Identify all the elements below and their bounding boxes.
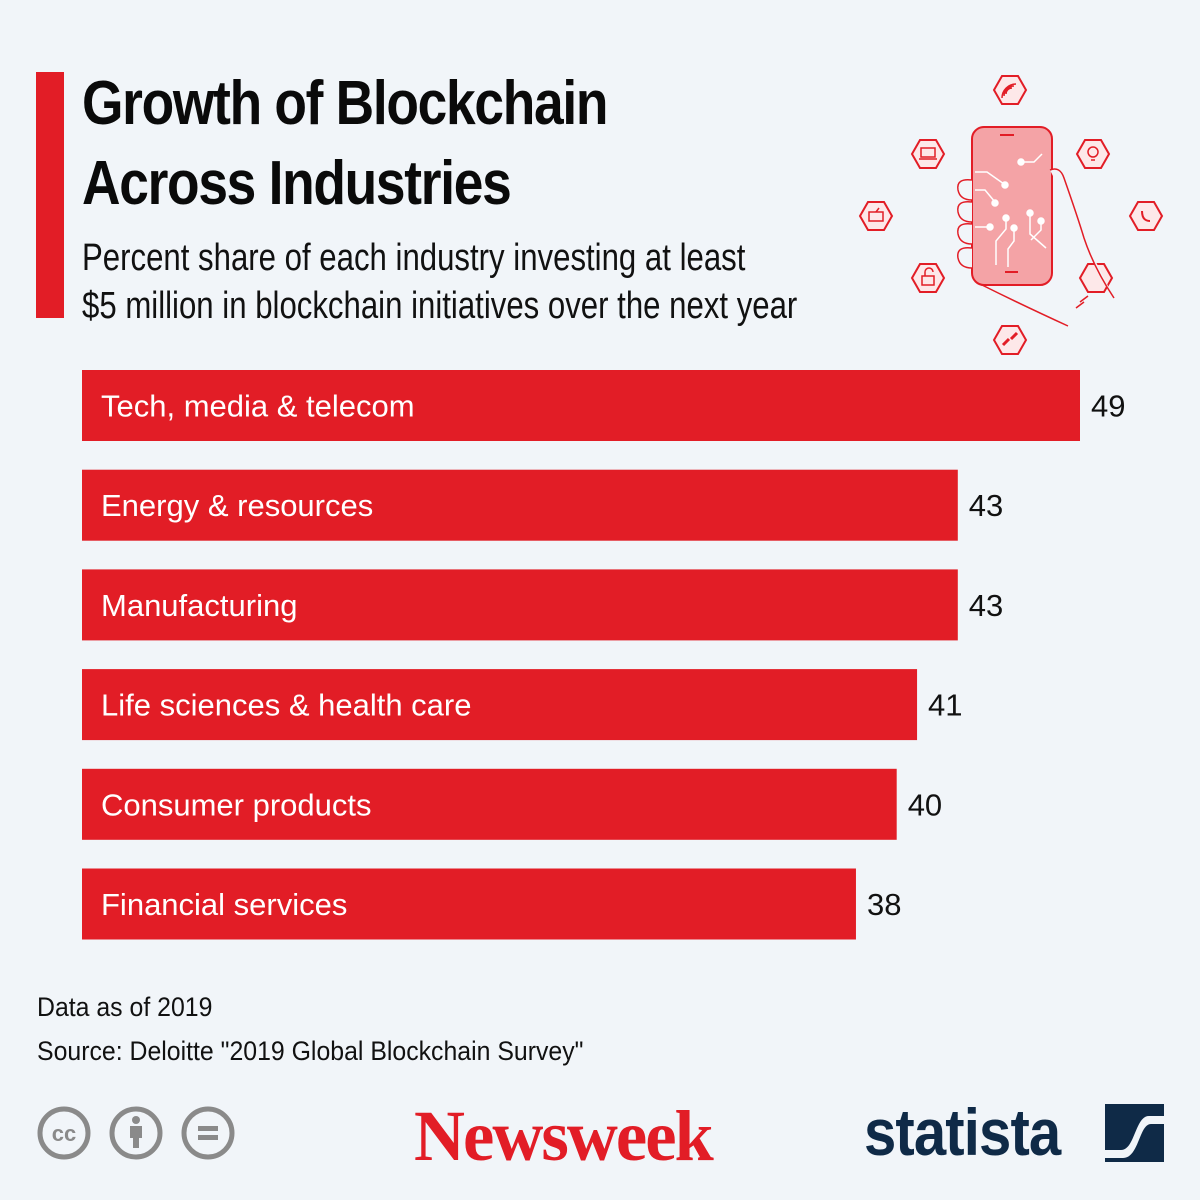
category-label: Energy & resources	[101, 488, 373, 523]
document-icon	[1078, 263, 1114, 293]
data-date-note: Data as of 2019	[37, 992, 213, 1022]
wifi-icon	[992, 75, 1028, 105]
phone-call-icon	[1128, 201, 1164, 231]
bar	[82, 469, 958, 541]
value-label: 38	[867, 887, 901, 922]
value-label: 49	[1091, 389, 1125, 424]
bar-group: Energy & resources 43	[82, 469, 1003, 541]
value-label: 40	[908, 787, 942, 822]
statista-logo[interactable]: statista	[864, 1095, 1061, 1169]
bar	[82, 768, 897, 840]
cc-text: cc	[52, 1121, 76, 1146]
no-derivatives-icon[interactable]	[181, 1106, 235, 1160]
hand-holding-phone-circuit-illustration	[858, 75, 1164, 355]
tv-icon	[858, 201, 894, 231]
value-label: 43	[969, 588, 1003, 623]
attribution-icon[interactable]	[109, 1106, 163, 1160]
category-label: Life sciences & health care	[101, 688, 472, 723]
hand-outline	[957, 168, 1115, 327]
category-label: Manufacturing	[101, 588, 297, 623]
lightbulb-icon	[1075, 139, 1111, 169]
bar	[82, 569, 958, 641]
bar	[82, 669, 918, 741]
unlock-icon	[910, 263, 946, 293]
statista-logo-mark-icon	[1105, 1104, 1164, 1162]
bar-group: Tech, media & telecom 49	[82, 370, 1125, 441]
bar-group: Financial services 38	[82, 868, 901, 940]
value-label: 43	[969, 488, 1003, 523]
creative-commons-icon[interactable]: cc	[37, 1106, 91, 1160]
laptop-code-icon	[910, 139, 946, 169]
bar-group: Life sciences & health care 41	[82, 669, 963, 741]
newsweek-logo[interactable]: Newsweek	[414, 1096, 714, 1176]
title-line-1: Growth of Blockchain	[82, 69, 609, 138]
source-note: Source: Deloitte "2019 Global Blockchain…	[37, 1036, 584, 1066]
value-label: 41	[928, 688, 962, 723]
chain-link-icon	[992, 325, 1028, 355]
bar-group: Manufacturing 43	[82, 569, 1003, 641]
chart-subtitle: Percent share of each industry investing…	[82, 234, 797, 330]
subtitle-line-2: $5 million in blockchain initiatives ove…	[82, 285, 798, 327]
category-label: Consumer products	[101, 787, 372, 822]
smartphone-icon	[971, 126, 1053, 286]
chart-title: Growth of Blockchain Across Industries	[82, 64, 609, 224]
bar	[82, 868, 856, 940]
category-label: Financial services	[101, 887, 347, 922]
title-line-2: Across Industries	[82, 149, 512, 218]
title-accent-bar	[36, 72, 64, 318]
category-label: Tech, media & telecom	[101, 389, 415, 424]
bar	[82, 370, 1080, 441]
bar-group: Consumer products 40	[82, 768, 942, 840]
subtitle-line-1: Percent share of each industry investing…	[82, 237, 746, 279]
